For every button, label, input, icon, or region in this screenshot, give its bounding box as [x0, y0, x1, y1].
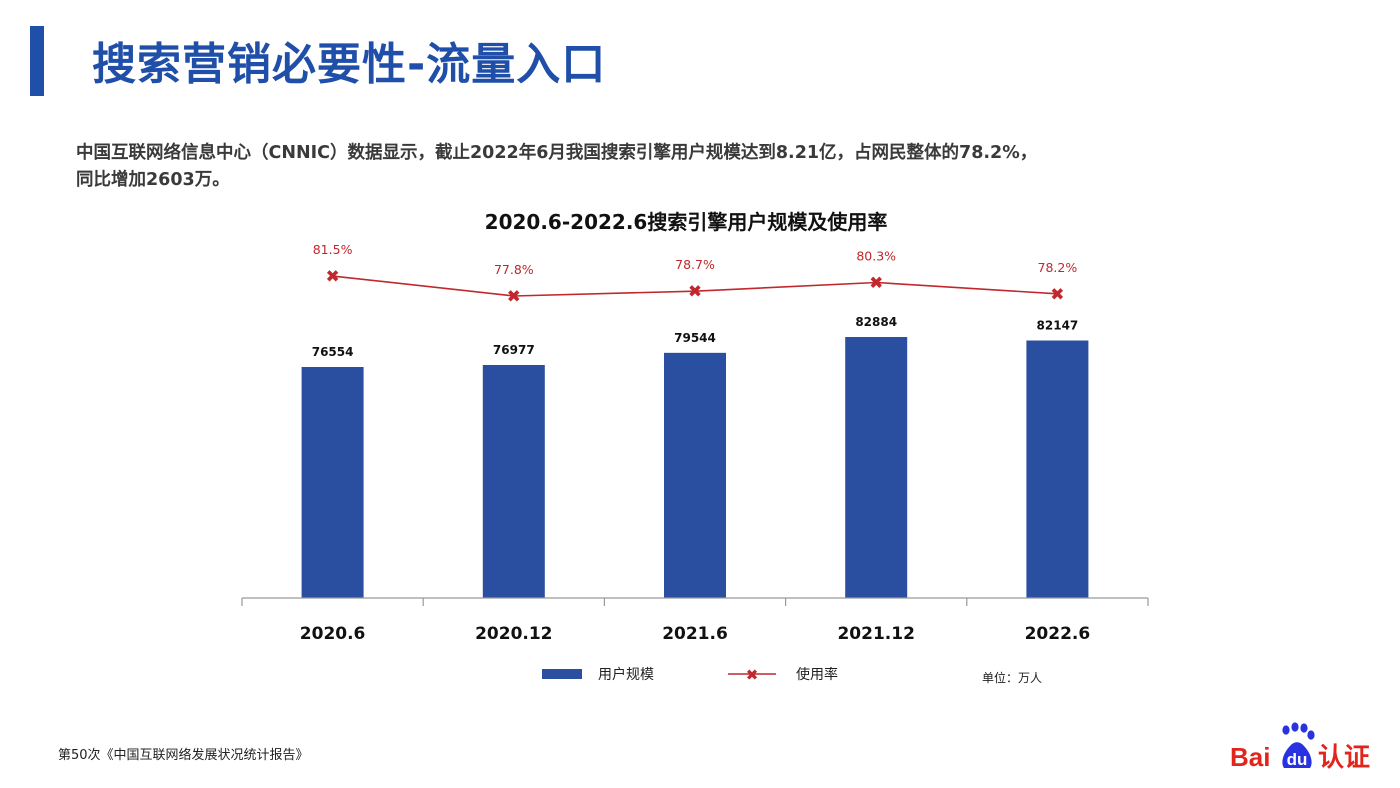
legend-label-rate: 使用率	[796, 666, 838, 683]
bar-2022.6	[1026, 340, 1089, 598]
paw-icon	[1282, 722, 1315, 768]
usage-rate-marker: ✖	[688, 282, 702, 302]
usage-rate-label: 77.8%	[494, 262, 534, 277]
x-tick-label: 2022.6	[1025, 624, 1091, 644]
usage-rate-line	[332, 275, 1058, 297]
bar-value-label: 76977	[493, 343, 535, 357]
bar-value-label: 82884	[855, 315, 897, 329]
intro-line-2: 同比增加2603万。	[76, 170, 230, 190]
bar-2020.6	[301, 367, 364, 598]
title-accent-bar	[30, 26, 44, 96]
intro-text: 中国互联网络信息中心（CNNIC）数据显示，截止2022年6月我国搜索引擎用户规…	[76, 140, 1206, 194]
x-tick-label: 2021.6	[662, 624, 728, 644]
legend-marker-rate: ✖	[746, 666, 759, 684]
bar-value-label: 76554	[312, 345, 354, 359]
bar-value-label: 82147	[1037, 319, 1079, 333]
usage-rate-marker: ✖	[1050, 285, 1064, 305]
page-title: 搜索营销必要性-流量入口	[92, 39, 607, 90]
chart-title: 2020.6-2022.6搜索引擎用户规模及使用率	[485, 210, 888, 234]
x-tick-label: 2021.12	[837, 624, 914, 644]
bar-2021.12	[845, 337, 908, 598]
bar-2020.12	[482, 364, 545, 598]
usage-rate-label: 78.7%	[675, 257, 715, 272]
unit-note: 单位：万人	[982, 670, 1042, 685]
usage-rate-marker: ✖	[507, 287, 521, 307]
bar-2021.6	[664, 352, 726, 598]
bar-value-label: 79544	[674, 331, 716, 345]
x-tick-label: 2020.6	[300, 624, 366, 644]
usage-rate-label: 80.3%	[856, 249, 896, 264]
logo-cert: 认证	[1318, 743, 1370, 772]
baidu-cert-logo: Bai du 认证	[1230, 722, 1370, 772]
logo-du: du	[1287, 750, 1308, 769]
legend-swatch-users	[542, 669, 582, 679]
x-tick-label: 2020.12	[475, 624, 552, 644]
usage-rate-marker: ✖	[325, 267, 339, 287]
legend-label-users: 用户规模	[598, 666, 654, 683]
usage-rate-label: 78.2%	[1038, 260, 1078, 275]
usage-rate-label: 81.5%	[313, 242, 353, 257]
logo-bai: Bai	[1230, 742, 1270, 772]
source-note: 第50次《中国互联网络发展状况统计报告》	[58, 748, 309, 763]
usage-rate-marker: ✖	[869, 274, 883, 294]
intro-line-1: 中国互联网络信息中心（CNNIC）数据显示，截止2022年6月我国搜索引擎用户规…	[76, 143, 1038, 163]
